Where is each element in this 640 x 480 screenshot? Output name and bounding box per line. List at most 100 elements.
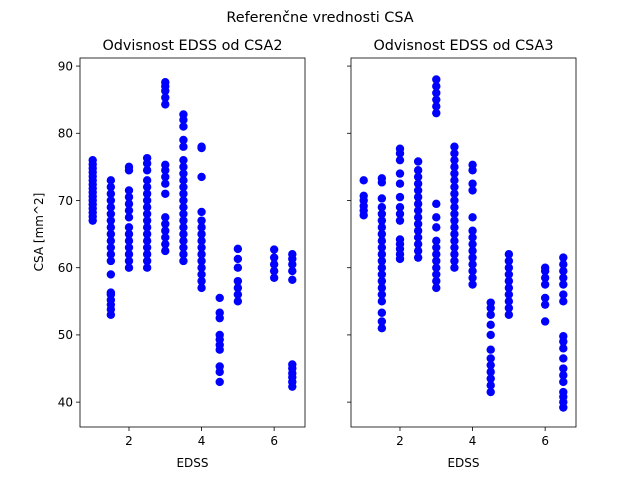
data-point bbox=[124, 250, 134, 259]
data-point bbox=[233, 283, 243, 293]
data-point bbox=[377, 323, 387, 333]
data-point bbox=[504, 256, 514, 266]
data-point bbox=[395, 144, 405, 153]
data-point bbox=[142, 189, 152, 198]
data-point bbox=[432, 250, 441, 259]
x-axis-label: EDSS bbox=[176, 456, 208, 470]
data-point bbox=[468, 160, 477, 170]
data-points bbox=[359, 75, 568, 412]
data-point bbox=[504, 297, 514, 306]
data-point bbox=[142, 229, 152, 239]
data-point bbox=[486, 330, 495, 340]
data-point bbox=[450, 250, 459, 259]
data-point bbox=[377, 317, 387, 326]
data-point bbox=[450, 209, 459, 219]
data-point bbox=[124, 223, 134, 232]
data-point bbox=[106, 209, 116, 219]
data-point bbox=[288, 360, 297, 369]
data-point bbox=[142, 153, 152, 163]
data-point bbox=[106, 182, 116, 192]
data-point bbox=[197, 270, 206, 279]
data-point bbox=[179, 196, 188, 205]
data-point bbox=[233, 254, 243, 264]
data-point bbox=[197, 207, 206, 217]
x-tick-label: 4 bbox=[198, 434, 206, 448]
data-point bbox=[377, 223, 387, 232]
data-point bbox=[432, 82, 441, 91]
data-point bbox=[179, 155, 188, 165]
data-point bbox=[450, 203, 459, 212]
data-point bbox=[377, 203, 387, 212]
data-point bbox=[450, 176, 459, 185]
figure-suptitle: Referenčne vrednosti CSA bbox=[226, 10, 413, 26]
data-point bbox=[233, 244, 243, 254]
subplot-csa3: Odvisnost EDSS od CSA3 EDSS 2 4 6 bbox=[347, 38, 577, 470]
data-point bbox=[179, 223, 188, 232]
data-point bbox=[504, 303, 514, 313]
data-point bbox=[395, 192, 405, 202]
data-point bbox=[559, 273, 568, 282]
data-point bbox=[106, 256, 116, 266]
y-tick-label: 80 bbox=[58, 127, 73, 141]
data-point bbox=[559, 266, 568, 276]
data-point bbox=[215, 377, 224, 387]
data-point bbox=[540, 280, 550, 289]
data-point bbox=[395, 155, 405, 165]
y-tick-label: 40 bbox=[58, 395, 73, 409]
data-point bbox=[124, 229, 134, 239]
subplot-title: Odvisnost EDSS od CSA3 bbox=[373, 38, 553, 54]
data-point bbox=[269, 260, 279, 269]
data-point bbox=[215, 308, 224, 317]
data-point bbox=[215, 362, 224, 371]
data-point bbox=[432, 108, 441, 118]
y-tick-label: 60 bbox=[58, 261, 73, 275]
data-point bbox=[142, 182, 152, 192]
data-point bbox=[377, 297, 387, 306]
data-point bbox=[124, 213, 134, 222]
data-point bbox=[486, 387, 495, 397]
data-point bbox=[413, 226, 423, 235]
data-point bbox=[106, 250, 116, 259]
data-point bbox=[377, 216, 387, 225]
data-point bbox=[142, 216, 152, 225]
data-point bbox=[161, 100, 170, 109]
data-point bbox=[197, 276, 206, 286]
data-point bbox=[377, 229, 387, 239]
data-point bbox=[468, 253, 477, 262]
data-point bbox=[142, 236, 152, 246]
data-point bbox=[395, 209, 405, 219]
data-point bbox=[559, 260, 568, 269]
x-tick-label: 2 bbox=[396, 434, 404, 448]
data-point bbox=[450, 216, 459, 225]
axis-ticks: 2 4 6 bbox=[347, 65, 549, 448]
data-point bbox=[450, 243, 459, 252]
data-point bbox=[432, 243, 441, 252]
data-point bbox=[559, 280, 568, 289]
data-point bbox=[559, 364, 568, 373]
data-point bbox=[377, 209, 387, 219]
data-point bbox=[142, 176, 152, 185]
y-tick-label: 70 bbox=[58, 194, 73, 208]
data-point bbox=[161, 172, 170, 182]
data-point bbox=[468, 186, 477, 195]
data-point bbox=[540, 300, 550, 309]
y-tick-label: 90 bbox=[58, 59, 73, 73]
data-point bbox=[395, 235, 405, 244]
data-point bbox=[142, 263, 152, 272]
data-point bbox=[124, 263, 134, 272]
data-point bbox=[377, 263, 387, 272]
data-point bbox=[124, 192, 134, 202]
data-point bbox=[450, 149, 459, 158]
data-point bbox=[359, 191, 368, 200]
data-point bbox=[432, 256, 441, 266]
data-point bbox=[468, 280, 477, 289]
data-point bbox=[559, 387, 568, 397]
subplot-csa2: Odvisnost EDSS od CSA2 EDSS CSA [mm^2] 2… bbox=[32, 38, 306, 470]
data-point bbox=[179, 182, 188, 192]
data-point bbox=[432, 95, 441, 104]
data-point bbox=[269, 273, 279, 282]
data-point bbox=[450, 223, 459, 232]
data-point bbox=[233, 297, 243, 306]
data-point bbox=[504, 263, 514, 272]
